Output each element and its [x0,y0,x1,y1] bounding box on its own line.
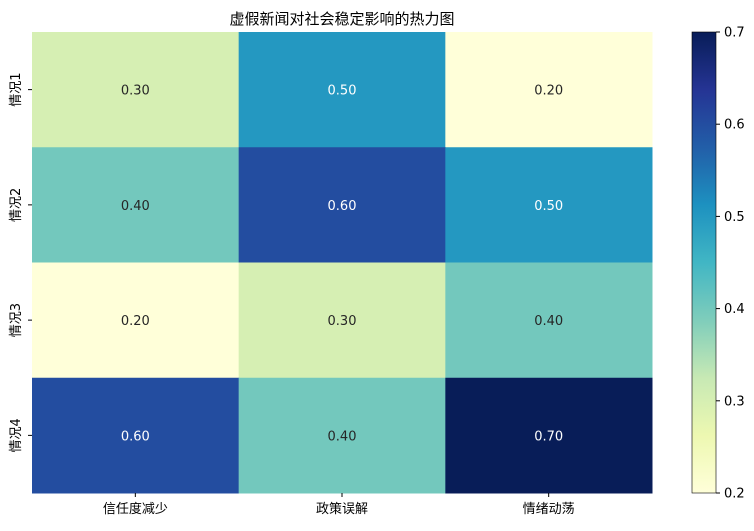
colorbar-tick-label: 0.3 [724,394,745,409]
cell-value-label: 0.30 [121,84,150,99]
cell-value-label: 0.60 [328,199,357,214]
y-tick-label: 情况4 [9,418,24,452]
heatmap-cell [32,377,240,494]
x-tick-label: 情绪动荡 [523,502,575,517]
colorbar-tick-label: 0.7 [724,26,745,41]
heatmap-cell [32,32,240,148]
y-axis: 情况1 情况2 情况3 情况4 [9,72,32,453]
colorbar-tick-label: 0.4 [724,302,745,317]
y-tick-label: 情况2 [9,188,24,222]
cell-value-label: 0.50 [328,84,357,99]
cell-value-label: 0.40 [534,314,563,329]
heatmap-cell [32,262,240,379]
x-axis: 信任度减少 政策误解 情绪动荡 [103,493,575,517]
cell-value-label: 0.30 [328,314,357,329]
cell-value-label: 0.70 [534,429,563,444]
y-tick-label: 情况3 [9,303,24,337]
colorbar-tick-label: 0.6 [724,118,745,133]
y-tick-label: 情况1 [9,72,24,106]
heatmap-cell [445,32,653,148]
colorbar: 0.2 0.3 0.4 0.5 0.6 0.7 [691,26,745,502]
colorbar-frame [691,31,717,494]
colorbar-gradient [692,32,716,493]
x-tick-label: 信任度减少 [103,501,168,517]
heatmap-cell [238,262,446,379]
heatmap-cells [32,32,653,494]
cell-value-label: 0.60 [121,429,150,444]
heatmap-cell [238,377,446,494]
cell-value-label: 0.20 [121,314,150,329]
colorbar-tick-label: 0.2 [724,487,745,502]
cell-value-label: 0.20 [534,84,563,99]
cell-value-label: 0.40 [121,199,150,214]
heatmap-cell [445,377,653,494]
chart-title: 虚假新闻对社会稳定影响的热力图 [229,10,454,28]
x-tick-label: 政策误解 [316,501,368,517]
heatmap-cell [445,147,653,263]
colorbar-tick-label: 0.5 [724,210,745,225]
heatmap-cell-labels: 0.30 0.50 0.20 0.40 0.60 0.50 0.20 0.30 0.40 0.60… [121,84,563,445]
cell-value-label: 0.50 [534,199,563,214]
heatmap-cell [238,32,446,148]
heatmap-cell [445,262,653,379]
heatmap-cell [238,147,446,263]
cell-value-label: 0.40 [328,429,357,444]
heatmap-cell [32,147,240,263]
